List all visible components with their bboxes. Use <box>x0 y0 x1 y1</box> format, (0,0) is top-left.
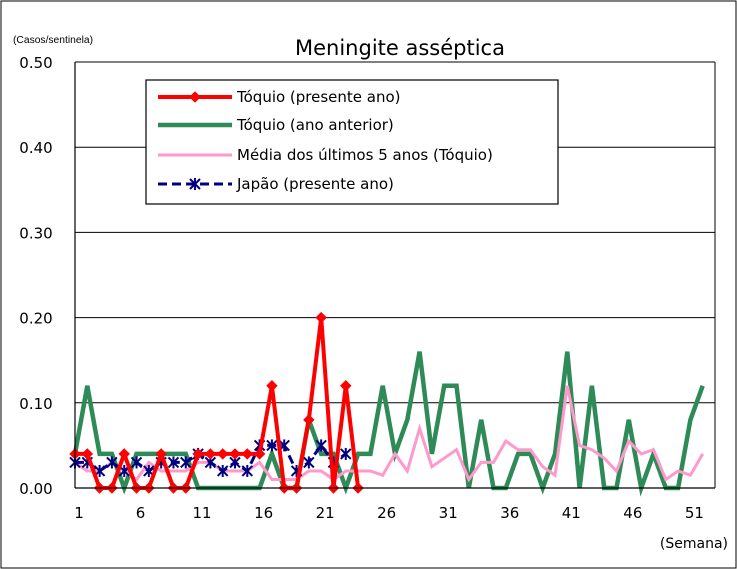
data-point <box>340 447 352 460</box>
x-axis-unit-label: (Semana) <box>660 536 728 552</box>
data-point <box>241 464 254 477</box>
series-line <box>74 385 704 483</box>
legend-entry: Média dos últimos 5 anos (Tóquio) <box>158 146 493 164</box>
series-line <box>72 351 705 497</box>
data-point <box>180 456 192 469</box>
y-tick-label: 0.40 <box>19 139 52 157</box>
legend-label: Média dos últimos 5 anos (Tóquio) <box>237 146 493 164</box>
data-point <box>315 439 327 452</box>
legend-entry: Tóquio (presente ano) <box>158 88 401 106</box>
y-axis-unit-label: (Casos/sentinela) <box>13 35 93 46</box>
x-tick-label: 41 <box>562 504 581 522</box>
x-tick-label: 21 <box>316 504 335 522</box>
data-point <box>192 448 204 460</box>
legend-marker <box>189 91 201 103</box>
data-point <box>167 456 180 469</box>
legend-label: Tóquio (presente ano) <box>236 88 401 106</box>
y-tick-label: 0.50 <box>19 54 52 72</box>
y-axis-tick-labels: 0.00 0.10 0.20 0.30 0.40 0.50 <box>19 54 52 498</box>
data-point <box>81 448 94 460</box>
axes <box>74 61 716 489</box>
legend-label: Japão (presente ano) <box>236 175 394 193</box>
x-tick-label: 31 <box>439 504 458 522</box>
series-tokyo-previous <box>72 351 705 497</box>
data-point <box>106 456 118 469</box>
legend-label: Tóquio (ano anterior) <box>236 116 394 134</box>
data-point <box>155 448 167 460</box>
x-tick-label: 1 <box>74 504 84 522</box>
series-line <box>75 317 361 490</box>
x-tick-label: 16 <box>254 504 273 522</box>
legend-entry: Tóquio (ano anterior) <box>158 116 394 134</box>
legend-entry: Japão (presente ano) <box>158 175 394 193</box>
x-tick-label: 26 <box>377 504 396 522</box>
data-point <box>216 448 229 460</box>
legend: Tóquio (presente ano) Tóquio (ano anterio… <box>145 79 559 205</box>
y-tick-label: 0.20 <box>19 310 52 328</box>
data-point <box>315 311 327 324</box>
y-tick-label: 0.00 <box>19 480 52 498</box>
series-5yr-average <box>74 385 704 483</box>
data-point <box>130 456 143 469</box>
data-point <box>241 448 254 460</box>
data-point <box>266 380 278 392</box>
data-point <box>118 448 130 460</box>
data-point <box>266 439 278 452</box>
y-tick-label: 0.10 <box>19 395 52 413</box>
data-point <box>303 414 315 426</box>
data-point <box>204 448 217 460</box>
data-point <box>340 380 352 392</box>
x-tick-label: 51 <box>685 504 704 522</box>
data-point <box>229 448 241 460</box>
x-tick-label: 46 <box>623 504 642 522</box>
x-tick-label: 6 <box>136 504 146 522</box>
data-point <box>303 456 315 469</box>
legend-marker <box>189 178 201 190</box>
data-point <box>216 464 229 477</box>
y-tick-label: 0.30 <box>19 224 52 242</box>
chart-title: Meningite asséptica <box>295 36 505 60</box>
x-tick-label: 11 <box>193 504 212 522</box>
data-point <box>253 448 266 460</box>
x-tick-label: 36 <box>500 504 519 522</box>
x-axis-tick-labels: 1 6 11 16 21 26 31 36 41 46 51 <box>74 504 704 522</box>
